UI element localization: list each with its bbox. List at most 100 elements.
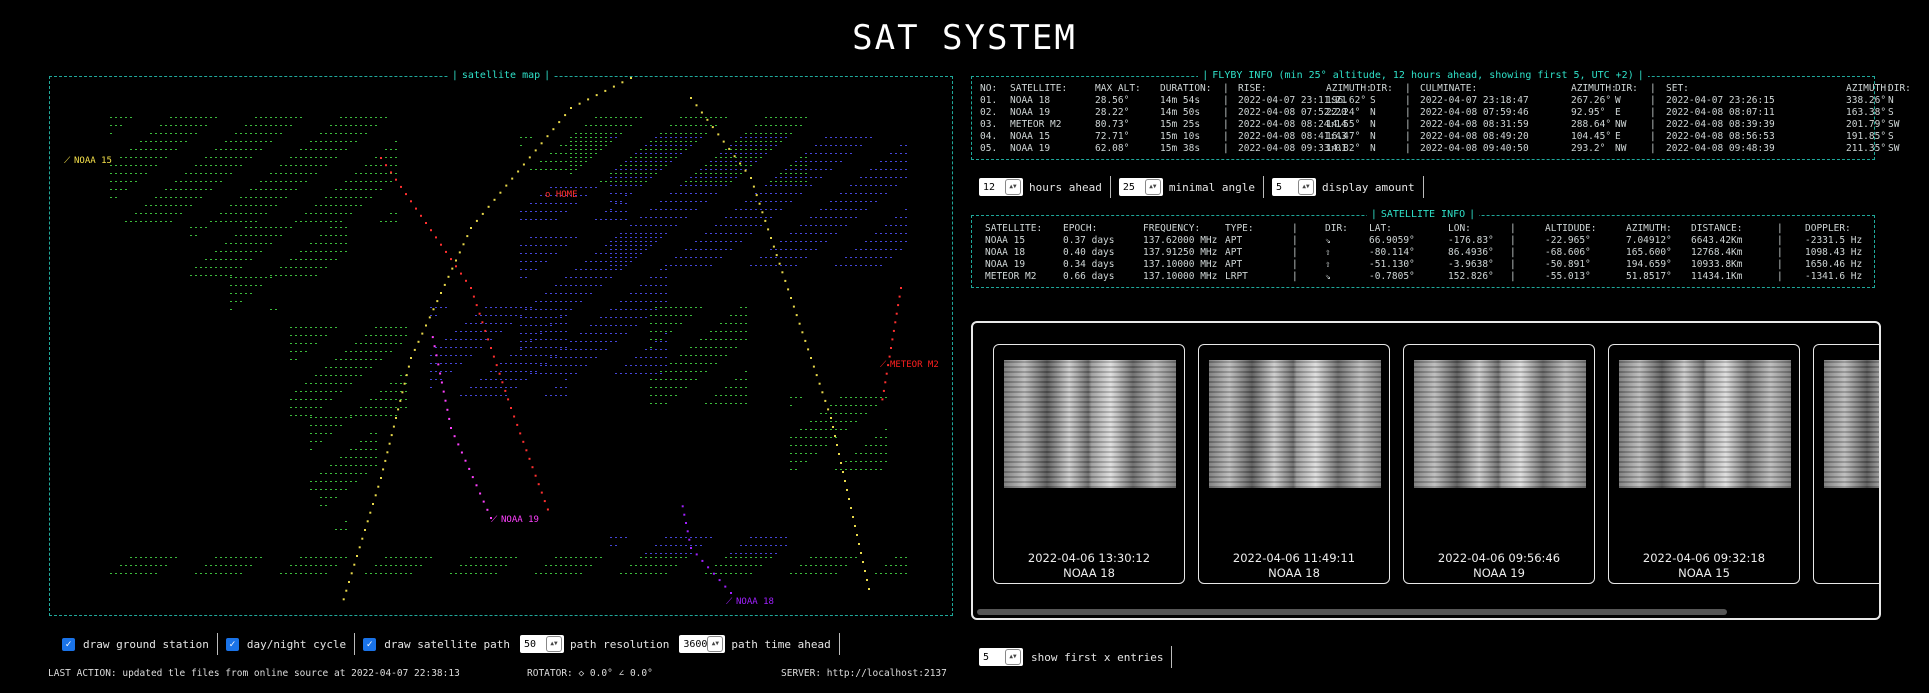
path-dot (475, 219, 478, 222)
table-cell: EPOCH: (1063, 223, 1098, 234)
satellite-map[interactable]: o HOME ⟋ NOAA 15 ⟋ METEOR M2 ⟋ NOAA 19 ⟋… (50, 77, 952, 615)
gallery-card[interactable]: 2022-04-06 11:49:11 NOAA 18 (1198, 344, 1390, 584)
path-resolution-input[interactable]: 50 ▲▼ (520, 635, 565, 653)
map-dot (340, 359, 342, 360)
map-dot (805, 225, 807, 226)
map-dot (285, 117, 287, 118)
gallery-card[interactable]: 2022-04-06 09:56:46 NOAA 19 (1403, 344, 1595, 584)
map-dot (300, 407, 302, 408)
map-dot (215, 165, 217, 166)
map-dot (635, 225, 637, 226)
map-dot (560, 557, 562, 558)
map-dot (125, 165, 127, 166)
map-dot (875, 169, 877, 170)
map-dot (135, 149, 137, 150)
map-dot (660, 371, 662, 372)
map-dot (500, 395, 502, 396)
map-dot (355, 173, 357, 174)
gallery-scrollbar[interactable] (977, 609, 1727, 615)
map-dot (705, 125, 707, 126)
map-dot (820, 421, 822, 422)
map-dot (595, 341, 597, 342)
image-gallery[interactable]: 2022-04-06 13:30:12 NOAA 18 2022-04-06 11:… (971, 321, 1881, 620)
map-dot (800, 241, 802, 242)
map-dot (765, 209, 767, 210)
map-dot (265, 197, 267, 198)
map-dot (480, 557, 482, 558)
satellite-marker-noaa-19[interactable]: ⟋ NOAA 19 (491, 515, 539, 525)
map-dot (890, 249, 892, 250)
map-dot (585, 261, 587, 262)
map-dot (500, 307, 502, 308)
map-dot (655, 153, 657, 154)
map-dot (635, 373, 637, 374)
map-dot (360, 457, 362, 458)
gallery-card[interactable]: 2022-04-06 09:32:18 NOAA 15 (1608, 344, 1800, 584)
capture-date: 2022-04-06 09:56:46 (1437, 551, 1561, 565)
day-night-checkbox[interactable]: ✓ (225, 637, 239, 651)
map-dot (815, 145, 817, 146)
map-dot (880, 265, 882, 266)
map-dot (810, 445, 812, 446)
map-dot (160, 133, 162, 134)
path-dot (525, 449, 528, 452)
path-dot (728, 147, 731, 150)
map-dot (565, 331, 567, 332)
map-dot (710, 355, 712, 356)
ground-station-checkbox[interactable]: ✓ (62, 637, 75, 651)
map-dot (640, 173, 642, 174)
map-dot (535, 355, 537, 356)
map-dot (330, 417, 332, 418)
map-dot (535, 261, 537, 262)
map-dot (755, 141, 757, 142)
satellite-path-checkbox[interactable]: ✓ (363, 637, 377, 651)
map-dot (710, 165, 712, 166)
table-cell: 1650.46 Hz (1805, 259, 1863, 270)
path-dot (894, 321, 897, 324)
map-dot (265, 235, 267, 236)
map-dot (290, 359, 292, 360)
path-dot (686, 530, 689, 533)
map-dot (790, 241, 792, 242)
map-dot (660, 307, 662, 308)
satellite-marker-noaa-15[interactable]: ⟋ NOAA 15 (64, 156, 112, 166)
gallery-card[interactable]: 2022-04-06 13:30:12 NOAA 18 (993, 344, 1185, 584)
path-dot (435, 354, 438, 357)
map-dot (590, 293, 592, 294)
show-entries-input[interactable]: 5 ▲▼ (979, 648, 1023, 666)
map-dot (685, 557, 687, 558)
map-dot (775, 117, 777, 118)
map-dot (650, 557, 652, 558)
map-dot (505, 371, 507, 372)
map-dot (545, 565, 547, 566)
map-dot (875, 573, 877, 574)
minimal-angle-input[interactable]: 25 ▲▼ (1118, 178, 1163, 196)
map-dot (845, 145, 847, 146)
map-dot (780, 125, 782, 126)
map-dot (625, 373, 627, 374)
display-amount-input[interactable]: 5 ▲▼ (1271, 178, 1316, 196)
hours-ahead-input[interactable]: 12 ▲▼ (979, 178, 1023, 196)
satellite-marker-noaa-18[interactable]: ⟋ NOAA 18 (726, 597, 774, 607)
map-dot (360, 197, 362, 198)
map-dot (610, 133, 612, 134)
map-dot (255, 117, 257, 118)
map-dot (660, 149, 662, 150)
satellite-marker-meteor-m2[interactable]: ⟋ METEOR M2 (880, 360, 939, 370)
map-dot (235, 285, 237, 286)
map-dot (665, 307, 667, 308)
map-dot (745, 145, 747, 146)
map-dot (310, 565, 312, 566)
map-dot (190, 173, 192, 174)
map-dot (730, 323, 732, 324)
map-dot (270, 235, 272, 236)
map-dot (730, 217, 732, 218)
path-time-input[interactable]: 3600 ▲▼ (679, 635, 726, 653)
map-dot (250, 227, 252, 228)
map-dot (675, 363, 677, 364)
map-dot (520, 219, 522, 220)
map-dot (625, 125, 627, 126)
gallery-card[interactable]: 2022-0 (1813, 344, 1879, 584)
map-dot (775, 181, 777, 182)
path-dot (442, 390, 445, 393)
